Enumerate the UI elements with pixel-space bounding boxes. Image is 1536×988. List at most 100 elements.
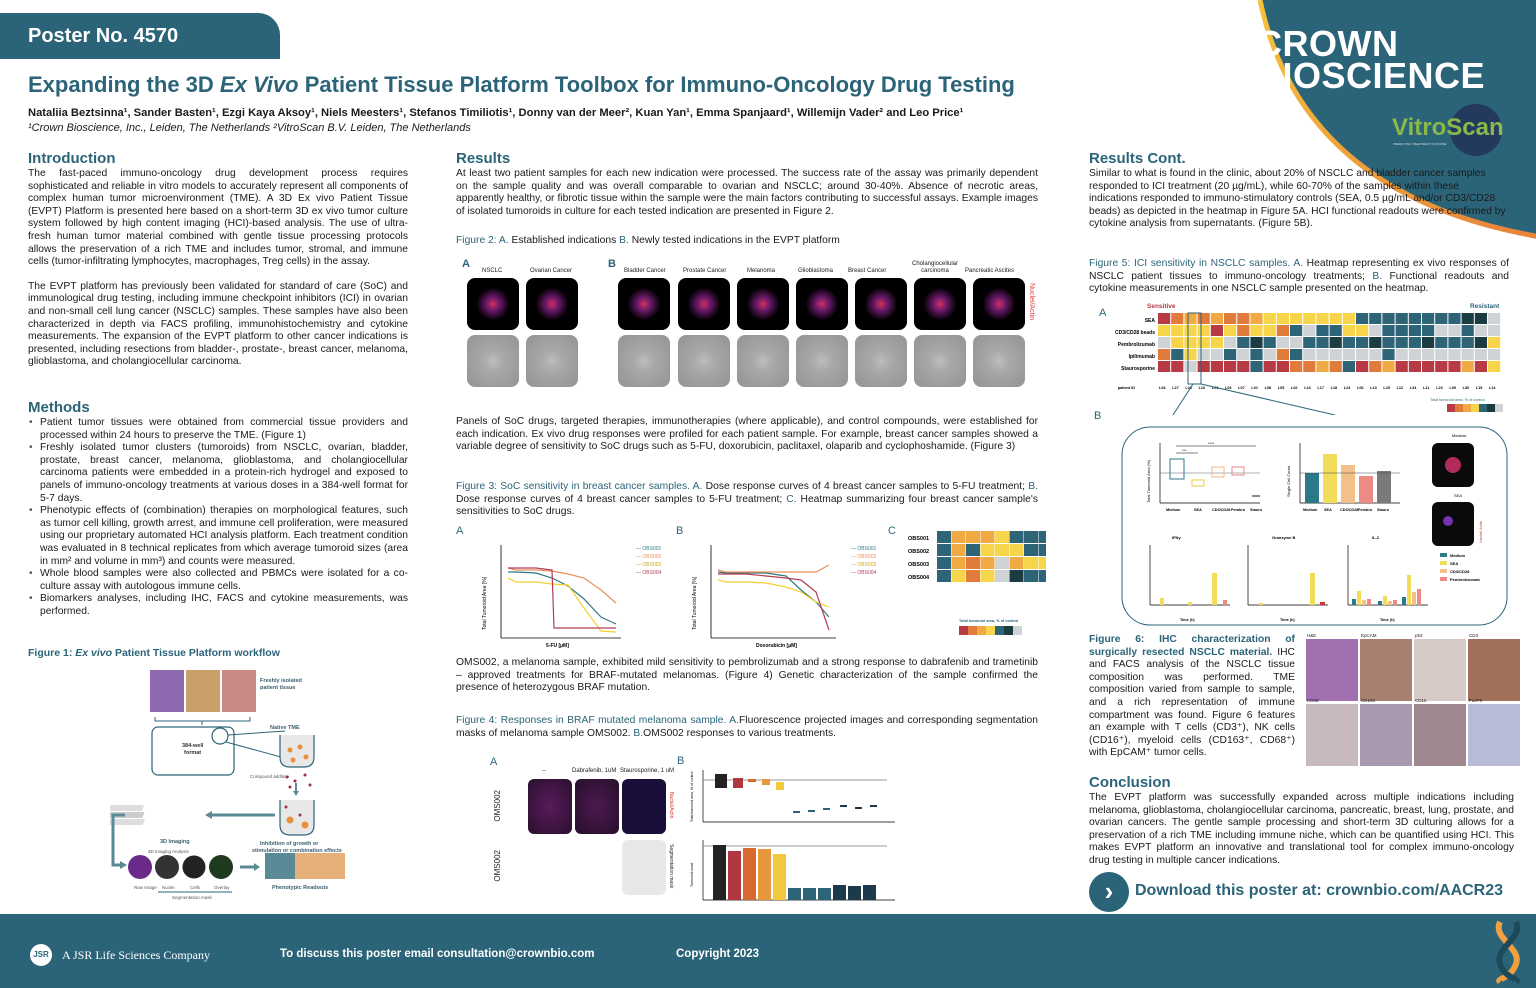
figure3-caption: Figure 3: SoC sensitivity in breast canc… [456, 481, 1038, 518]
svg-text:Total tumoroid area, % of cont: Total tumoroid area, % of control [1430, 398, 1485, 402]
svg-text:C: C [888, 525, 896, 537]
svg-text:L03: L03 [1225, 386, 1232, 390]
heatmap-cell [1184, 349, 1197, 360]
heatmap-cell [1382, 325, 1395, 336]
svg-text:L25: L25 [1383, 386, 1390, 390]
heatmap-cell [1158, 349, 1171, 360]
cells-circle [181, 854, 207, 880]
footer: JSR A JSR Life Sciences Company To discu… [0, 914, 1536, 988]
tumoroid-area-boxplot: ******* Medium SEA CD3/CD28 Pembro Stauro To… [1146, 441, 1263, 512]
prostate-fluorescence-image [678, 278, 730, 330]
methods-section: Methods Patient tumor tissues were obtai… [28, 399, 408, 619]
methods-list: Patient tumor tissues were obtained from… [28, 417, 408, 619]
glioblastoma-brightfield-image [796, 335, 848, 387]
figure3-charts: A B C Total Tumoroid Area [%] 5-FU [µM] … [456, 525, 1046, 649]
results-p1: At least two patient samples for each ne… [456, 168, 1038, 217]
svg-text:Medium: Medium [1452, 433, 1467, 438]
heatmap-cell [1422, 361, 1435, 372]
footer-contact[interactable]: To discuss this poster email consultatio… [280, 948, 595, 960]
svg-text:Total tumoroid area, % of cont: Total tumoroid area, % of control [690, 771, 694, 822]
heatmap-cell [1474, 361, 1487, 372]
figure2-caption: Figure 2: A. Established indications B. … [456, 235, 840, 246]
svg-text:L14: L14 [1489, 386, 1496, 390]
svg-text:A: A [456, 525, 464, 537]
svg-text:L34: L34 [1410, 386, 1417, 390]
jsr-logo-icon: JSR [30, 944, 52, 966]
figure5b-label: B [1094, 410, 1102, 422]
heatmap-cell [1171, 313, 1184, 324]
heatmap-cell [1210, 349, 1223, 360]
footer-copyright: Copyright 2023 [676, 948, 760, 960]
heatmap-cell [1382, 349, 1395, 360]
raw-image-circle [128, 855, 152, 879]
heatmap-cell [1395, 325, 1408, 336]
svg-text:A: A [1099, 307, 1107, 319]
svg-text:L01: L01 [1251, 386, 1258, 390]
ovarian-brightfield-image [526, 335, 578, 387]
heatmap-cell [1276, 313, 1289, 324]
svg-text:— OBS004: — OBS004 [851, 570, 877, 576]
svg-text:patient ID: patient ID [1118, 386, 1136, 390]
svg-text:L30: L30 [1463, 386, 1470, 390]
heatmap-cell [1276, 337, 1289, 348]
results-cont-heading: Results Cont. [1089, 150, 1186, 167]
svg-text:Total Tumoroid Area [%]: Total Tumoroid Area [%] [482, 576, 488, 630]
chevron-right-icon[interactable]: › [1089, 872, 1129, 912]
svg-text:Pembro: Pembro [1231, 508, 1246, 512]
poster-number: Poster No. 4570 [0, 13, 280, 59]
heatmap-cell [1276, 349, 1289, 360]
heatmap-cell [1382, 337, 1395, 348]
heatmap-cell [1276, 361, 1289, 372]
svg-text:Resistant: Resistant [1470, 303, 1500, 310]
footer-company: A JSR Life Sciences Company [62, 948, 210, 962]
svg-text:Inhibition of growth or: Inhibition of growth or [260, 841, 319, 847]
heatmap-cell [1210, 313, 1223, 324]
figure6-caption: Figure 6: IHC characterization of surgic… [1089, 634, 1295, 759]
svg-text:SEA: SEA [1454, 493, 1462, 498]
vitroscan-tagline: PREDICTING TREATMENT OUTCOME [1393, 142, 1447, 146]
svg-text:L09: L09 [1449, 386, 1456, 390]
svg-text:— OBS002: — OBS002 [851, 554, 877, 560]
heatmap-cell [1184, 337, 1197, 348]
heatmap-cell [1342, 325, 1355, 336]
figure4-caption: Figure 4: Responses in BRAF mutated mela… [456, 715, 1038, 739]
download-link[interactable]: Download this poster at: crownbio.com/AA… [1135, 882, 1504, 899]
staurosporine-fluorescence-image [622, 779, 666, 834]
heatmap-cell [1224, 361, 1237, 372]
figure4b-charts: B Total tumoroid area, % of control Tumo… [677, 755, 895, 901]
heatmap-cell [1435, 313, 1448, 324]
svg-text:Overlay: Overlay [214, 885, 230, 890]
conclusion-text: The EVPT platform was successfully expan… [1089, 792, 1514, 866]
heatmap-cell [1303, 337, 1316, 348]
granzyme-chart [1247, 545, 1328, 606]
heatmap-cell [1197, 349, 1210, 360]
svg-text:L08: L08 [1265, 386, 1272, 390]
svg-text:Pembrolizumab: Pembrolizumab [1118, 342, 1155, 348]
heatmap-cell [1395, 313, 1408, 324]
svg-text:Doxorubicin [µM]: Doxorubicin [µM] [756, 643, 797, 649]
svg-text:CD3/CD28: CD3/CD28 [1212, 508, 1230, 512]
heatmap-cell [1408, 349, 1421, 360]
svg-text:Sensitive: Sensitive [1147, 303, 1176, 310]
nsclc-brightfield-image [467, 335, 519, 387]
methods-bullet: Patient tumor tissues were obtained from… [28, 417, 408, 442]
heatmap-cell [1290, 313, 1303, 324]
heatmap-cell [1263, 325, 1276, 336]
figure5b-charts: ******* Medium SEA CD3/CD28 Pembro Stauro To… [1121, 426, 1508, 626]
heatmap-cell [1329, 349, 1342, 360]
cytokine-legend: Medium SEA CD3/CD28 Pembrolizumab [1440, 553, 1480, 582]
svg-text:L07: L07 [1238, 386, 1245, 390]
svg-text:L04: L04 [1159, 386, 1166, 390]
svg-text:L17: L17 [1317, 386, 1324, 390]
svg-text:L23: L23 [1436, 386, 1443, 390]
heatmap-cell [1316, 349, 1329, 360]
svg-text:OBS002: OBS002 [908, 549, 929, 555]
heatmap-cell [1158, 337, 1171, 348]
heatmap-cell [1197, 337, 1210, 348]
tissue-photo-3 [222, 670, 256, 712]
heatmap-cell [1488, 337, 1501, 348]
svg-text:Phenotypic Readouts: Phenotypic Readouts [272, 885, 328, 891]
ifng-chart [1149, 545, 1230, 606]
heatmap-cell [1356, 361, 1369, 372]
heatmap-cell [1422, 313, 1435, 324]
